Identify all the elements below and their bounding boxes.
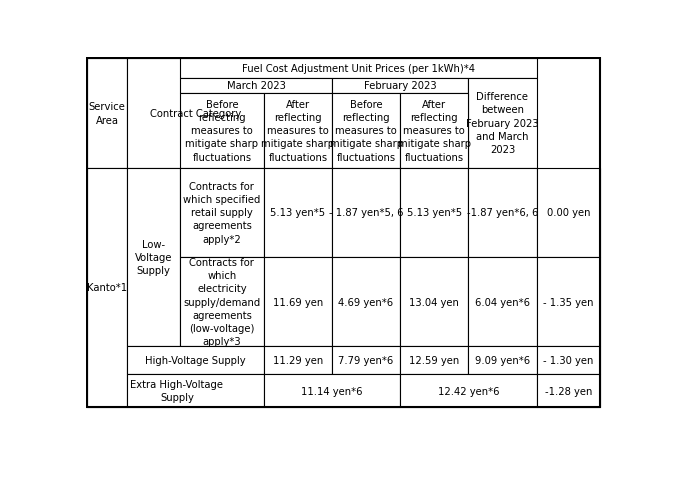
Bar — [332, 347, 400, 374]
Bar — [400, 374, 536, 407]
Bar — [332, 78, 469, 94]
Bar — [332, 168, 400, 257]
Text: 5.13 yen*5: 5.13 yen*5 — [270, 208, 326, 218]
Bar — [264, 168, 332, 257]
Text: Service
Area: Service Area — [89, 102, 126, 125]
Text: - 1.87 yen*5, 6: - 1.87 yen*5, 6 — [329, 208, 404, 218]
Bar — [264, 94, 332, 168]
Text: Contract Category: Contract Category — [150, 108, 241, 119]
Bar — [127, 374, 264, 407]
Bar — [332, 94, 400, 168]
Text: February 2023: February 2023 — [364, 81, 436, 91]
Bar — [180, 168, 264, 257]
Bar — [127, 347, 264, 374]
Text: Low-
Voltage
Supply: Low- Voltage Supply — [135, 239, 172, 276]
Text: 5.13 yen*5: 5.13 yen*5 — [407, 208, 462, 218]
Bar — [127, 168, 180, 347]
Text: -1.28 yen: -1.28 yen — [544, 386, 592, 396]
Text: 9.09 yen*6: 9.09 yen*6 — [475, 355, 530, 365]
Text: 13.04 yen: 13.04 yen — [409, 297, 459, 307]
Text: 12.42 yen*6: 12.42 yen*6 — [438, 386, 499, 396]
Bar — [264, 257, 332, 347]
Text: March 2023: March 2023 — [226, 81, 285, 91]
Bar — [469, 168, 536, 257]
Bar — [469, 78, 536, 168]
Bar — [264, 347, 332, 374]
Text: Before
reflecting
measures to
mitigate sharp
fluctuations: Before reflecting measures to mitigate s… — [330, 100, 403, 162]
Bar — [536, 374, 600, 407]
Bar — [87, 168, 127, 407]
Text: - 1.30 yen: - 1.30 yen — [543, 355, 594, 365]
Bar — [180, 78, 332, 94]
Text: After
reflecting
measures to
mitigate sharp
fluctuations: After reflecting measures to mitigate sh… — [398, 100, 471, 162]
Bar — [87, 59, 127, 168]
Text: Contracts for
which
electricity
supply/demand
agreements
(low-voltage)
apply*3: Contracts for which electricity supply/d… — [183, 257, 261, 347]
Text: Kanto*1: Kanto*1 — [87, 283, 127, 293]
Text: 0.00 yen: 0.00 yen — [547, 208, 590, 218]
Bar — [536, 257, 600, 347]
Bar — [127, 59, 264, 168]
Bar — [332, 257, 400, 347]
Text: -1.87 yen*6, 6: -1.87 yen*6, 6 — [466, 208, 538, 218]
Text: 4.69 yen*6: 4.69 yen*6 — [339, 297, 393, 307]
Text: - 1.35 yen: - 1.35 yen — [543, 297, 594, 307]
Text: Difference
between
February 2023
and March
2023: Difference between February 2023 and Mar… — [466, 92, 539, 155]
Text: Fuel Cost Adjustment Unit Prices (per 1kWh)*4: Fuel Cost Adjustment Unit Prices (per 1k… — [242, 64, 475, 74]
Bar — [469, 347, 536, 374]
Bar — [400, 168, 469, 257]
Bar — [180, 59, 536, 78]
Text: 11.14 yen*6: 11.14 yen*6 — [301, 386, 363, 396]
Text: Extra High-Voltage
Supply: Extra High-Voltage Supply — [131, 379, 224, 402]
Bar — [180, 94, 264, 168]
Text: 7.79 yen*6: 7.79 yen*6 — [339, 355, 394, 365]
Bar — [536, 168, 600, 257]
Bar — [264, 374, 400, 407]
Text: Contracts for
which specified
retail supply
agreements
apply*2: Contracts for which specified retail sup… — [183, 181, 261, 244]
Bar — [180, 257, 264, 347]
Bar — [400, 94, 469, 168]
Text: High-Voltage Supply: High-Voltage Supply — [145, 355, 246, 365]
Text: Before
reflecting
measures to
mitigate sharp
fluctuations: Before reflecting measures to mitigate s… — [185, 100, 259, 162]
Bar — [469, 257, 536, 347]
Text: 12.59 yen: 12.59 yen — [409, 355, 460, 365]
Text: 11.29 yen: 11.29 yen — [273, 355, 323, 365]
Bar — [400, 347, 469, 374]
Bar — [400, 257, 469, 347]
Bar — [536, 347, 600, 374]
Text: After
reflecting
measures to
mitigate sharp
fluctuations: After reflecting measures to mitigate sh… — [261, 100, 334, 162]
Text: 11.69 yen: 11.69 yen — [273, 297, 323, 307]
Text: 6.04 yen*6: 6.04 yen*6 — [475, 297, 530, 307]
